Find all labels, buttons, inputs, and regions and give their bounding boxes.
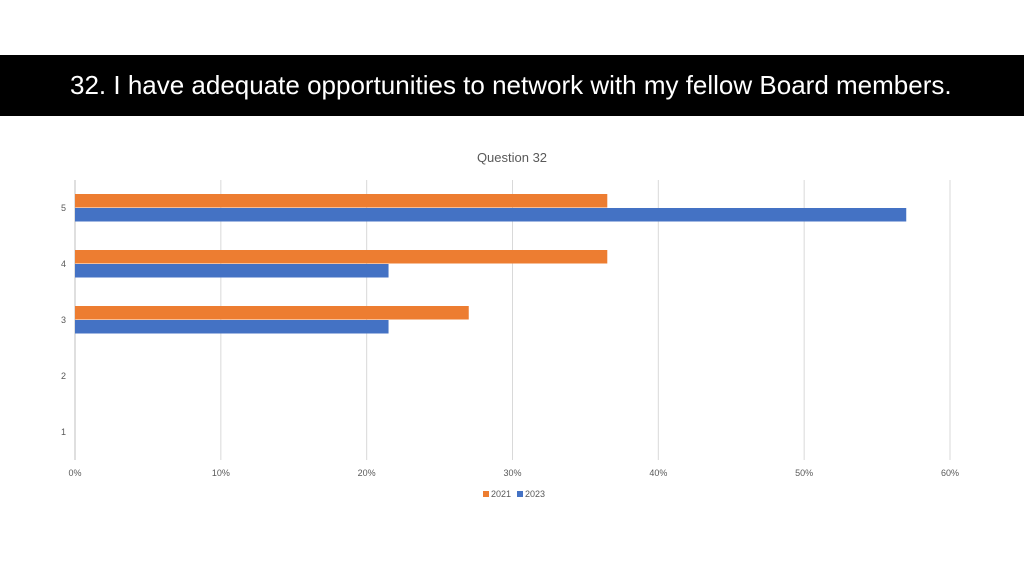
bar-2021-3 — [75, 306, 469, 320]
legend-label: 2023 — [525, 489, 545, 499]
x-tick-label: 0% — [68, 468, 81, 478]
slide-title: 32. I have adequate opportunities to net… — [70, 70, 952, 100]
y-tick-label: 5 — [61, 203, 66, 213]
y-tick-label: 4 — [61, 259, 66, 269]
legend-label: 2021 — [491, 489, 511, 499]
y-axis-ticks: 1 2 3 4 5 — [61, 203, 66, 437]
x-tick-label: 20% — [358, 468, 376, 478]
x-axis-ticks: 0% 10% 20% 30% 40% 50% 60% — [68, 468, 959, 478]
title-bar: 32. I have adequate opportunities to net… — [0, 55, 1024, 116]
legend-swatch — [517, 491, 523, 497]
x-tick-label: 40% — [649, 468, 667, 478]
chart-title: Question 32 — [477, 150, 547, 165]
y-tick-label: 1 — [61, 427, 66, 437]
x-tick-label: 60% — [941, 468, 959, 478]
x-tick-label: 50% — [795, 468, 813, 478]
bar-2023-5 — [75, 208, 907, 222]
y-tick-label: 3 — [61, 315, 66, 325]
bar-2021-5 — [75, 194, 608, 208]
y-tick-label: 2 — [61, 371, 66, 381]
bar-2021-4 — [75, 250, 608, 264]
bar-2023-3 — [75, 320, 389, 334]
legend: 2021 2023 — [483, 489, 545, 499]
legend-swatch — [483, 491, 489, 497]
bar-2023-4 — [75, 264, 389, 278]
x-tick-label: 10% — [212, 468, 230, 478]
bars — [75, 194, 907, 334]
x-tick-label: 30% — [503, 468, 521, 478]
